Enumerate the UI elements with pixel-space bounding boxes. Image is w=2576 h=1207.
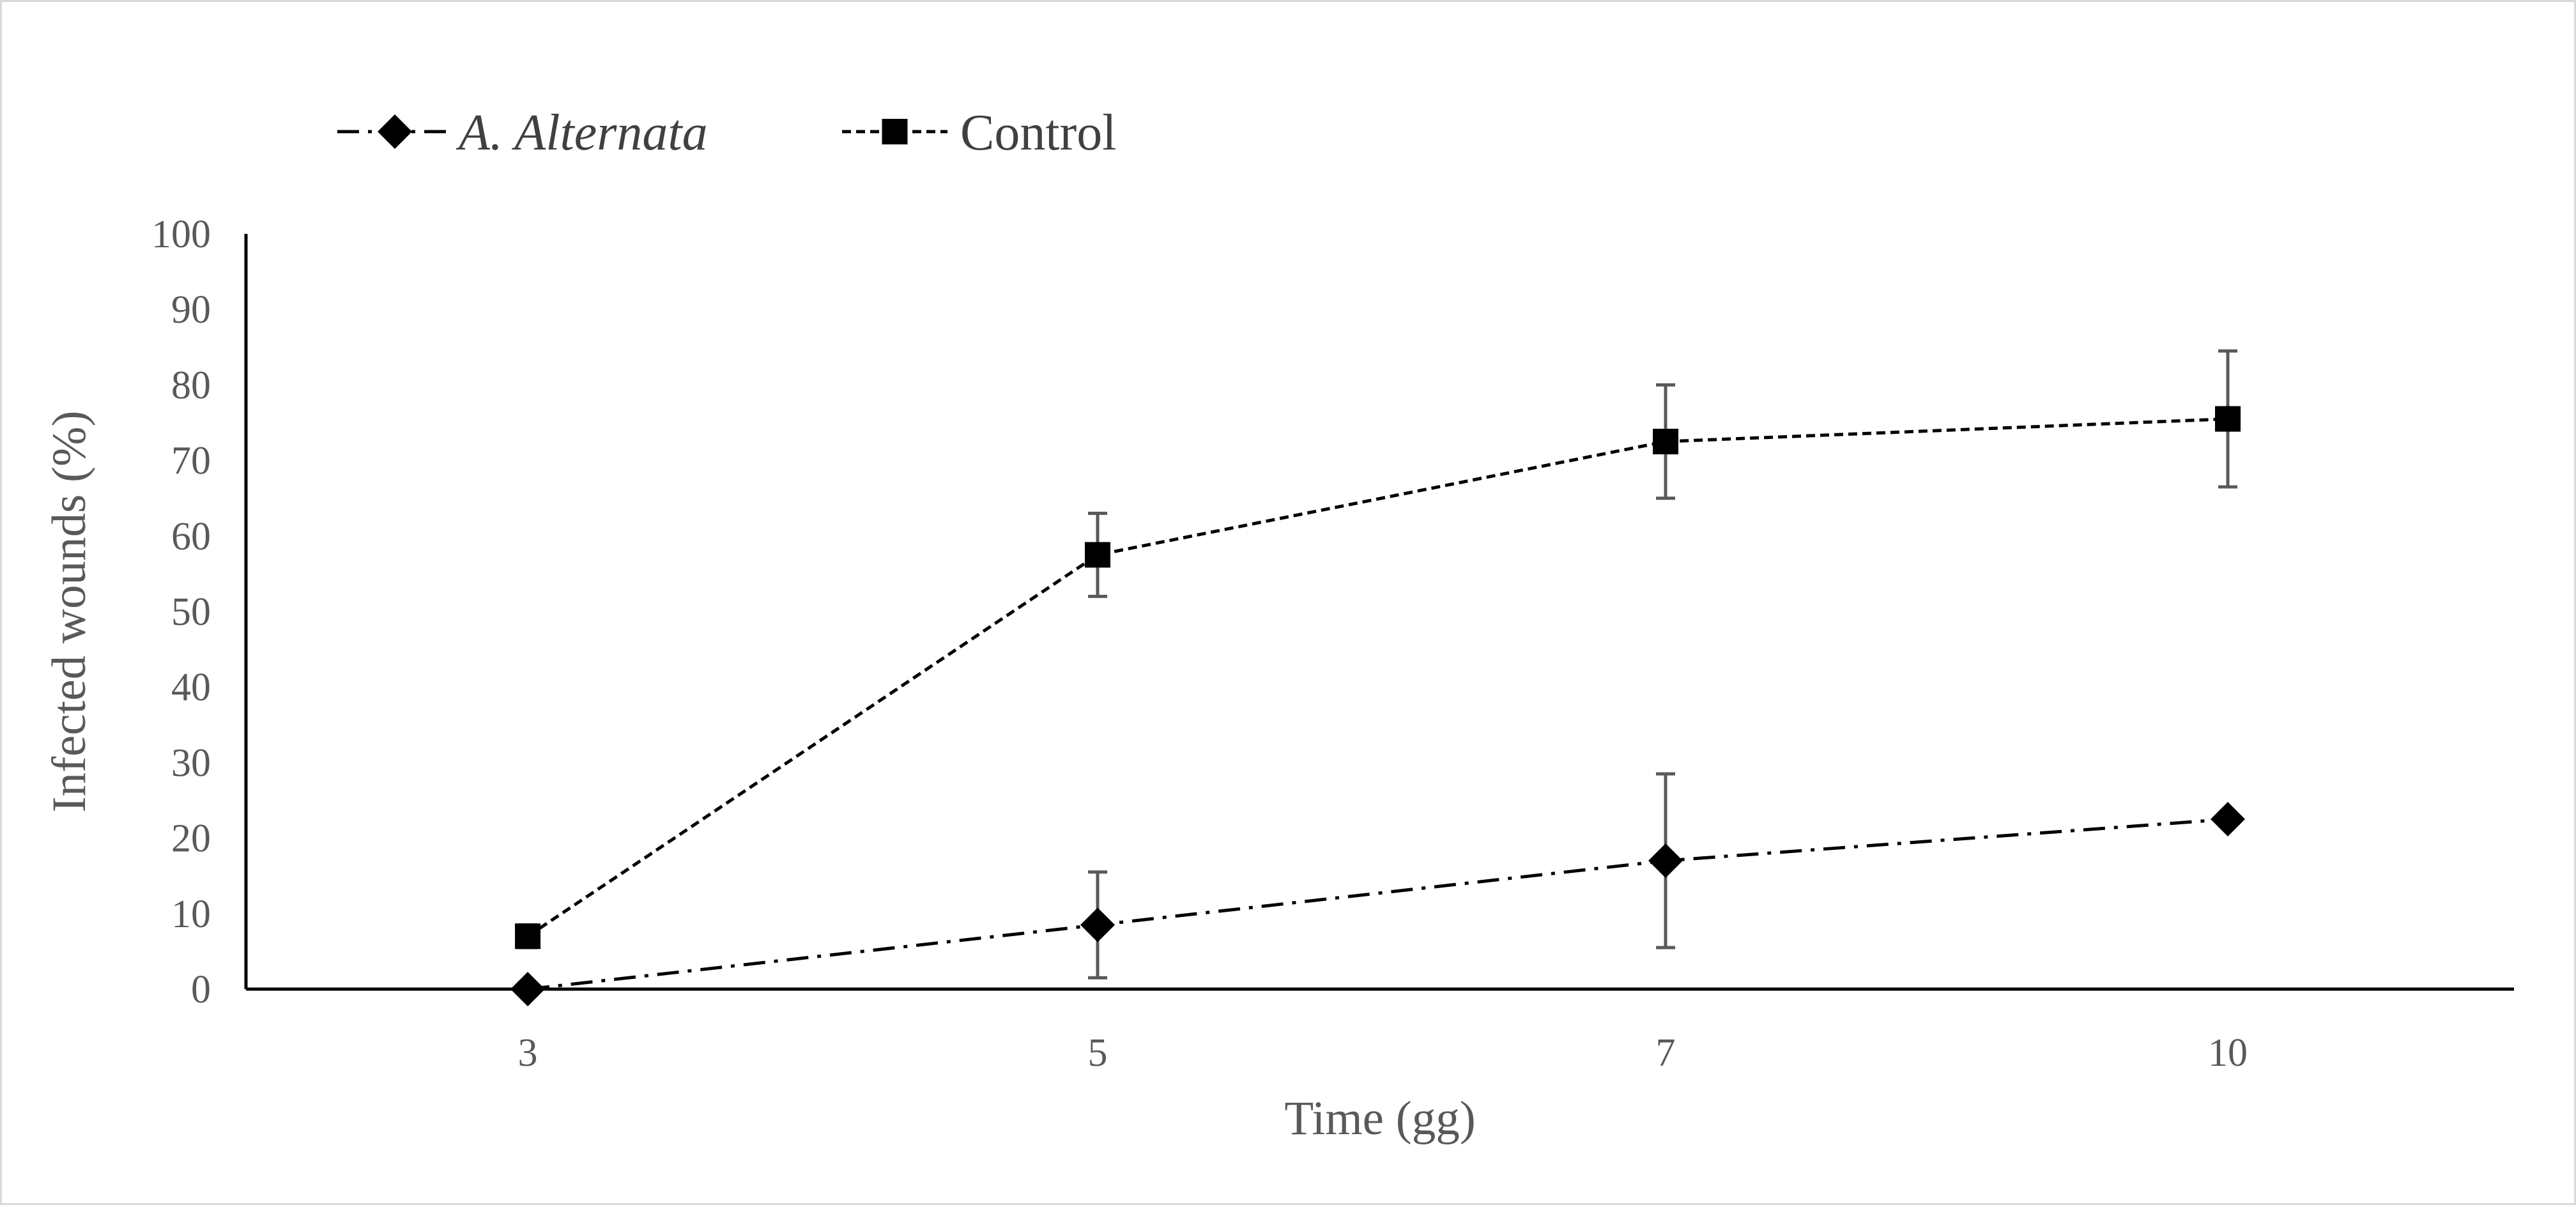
- y-tick-label: 10: [171, 893, 211, 936]
- y-axis-title: Infected wounds (%): [43, 411, 96, 813]
- y-axis-ticks: 0 10 20 30 40 50 60 70 80 90 100: [151, 213, 211, 1011]
- data-point: [1648, 843, 1683, 879]
- series-layer: [510, 349, 2245, 1006]
- series-control: [515, 349, 2241, 949]
- axes: [244, 234, 2514, 991]
- x-axis-title: Time (gg): [1284, 1092, 1475, 1145]
- y-tick-label: 90: [171, 288, 211, 332]
- legend-marker: [882, 119, 908, 144]
- y-tick-label: 100: [151, 213, 211, 256]
- x-tick-label: 10: [2208, 1031, 2248, 1075]
- legend-label: Control: [960, 105, 1116, 161]
- y-tick-label: 60: [171, 515, 211, 558]
- y-tick-label: 80: [171, 364, 211, 407]
- x-tick-label: 7: [1656, 1031, 1676, 1075]
- y-tick-label: 70: [171, 440, 211, 483]
- series-a-alternata: [510, 772, 2245, 1006]
- data-point: [515, 923, 540, 949]
- x-axis-ticks: 3 5 7 10: [518, 1031, 2248, 1075]
- series-line: [527, 817, 2228, 991]
- x-tick-label: 5: [1088, 1031, 1108, 1075]
- legend-marker: [378, 114, 412, 149]
- data-point: [510, 972, 545, 1006]
- data-point: [1080, 907, 1115, 942]
- y-tick-label: 30: [171, 741, 211, 785]
- y-tick-label: 40: [171, 666, 211, 709]
- legend-item: Control: [842, 105, 1116, 161]
- legend-label: A. Alternata: [456, 105, 708, 161]
- legend: A. Alternata Control: [337, 105, 1116, 161]
- data-point: [2215, 406, 2241, 432]
- y-tick-label: 50: [171, 590, 211, 634]
- y-tick-label: 0: [191, 968, 211, 1011]
- legend-item: A. Alternata: [337, 105, 708, 161]
- data-point: [1085, 542, 1110, 568]
- data-point: [1653, 429, 1678, 455]
- y-tick-label: 20: [171, 817, 211, 861]
- x-tick-label: 3: [518, 1031, 538, 1075]
- data-point: [2211, 802, 2245, 837]
- series-line: [526, 417, 2228, 938]
